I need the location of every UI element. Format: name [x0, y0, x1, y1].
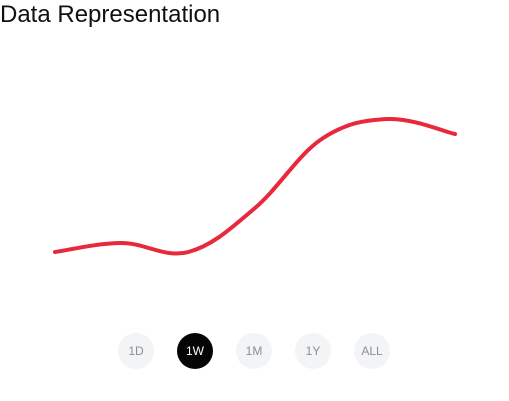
page-title: Data Representation — [0, 1, 221, 28]
range-button-1d[interactable]: 1D — [118, 333, 154, 369]
range-button-all[interactable]: ALL — [354, 333, 390, 369]
time-range-selector: 1D 1W 1M 1Y ALL — [0, 333, 509, 369]
range-button-1m[interactable]: 1M — [236, 333, 272, 369]
series-line — [53, 116, 457, 256]
line-chart — [53, 116, 457, 256]
range-button-1y[interactable]: 1Y — [295, 333, 331, 369]
range-button-1w[interactable]: 1W — [177, 333, 213, 369]
